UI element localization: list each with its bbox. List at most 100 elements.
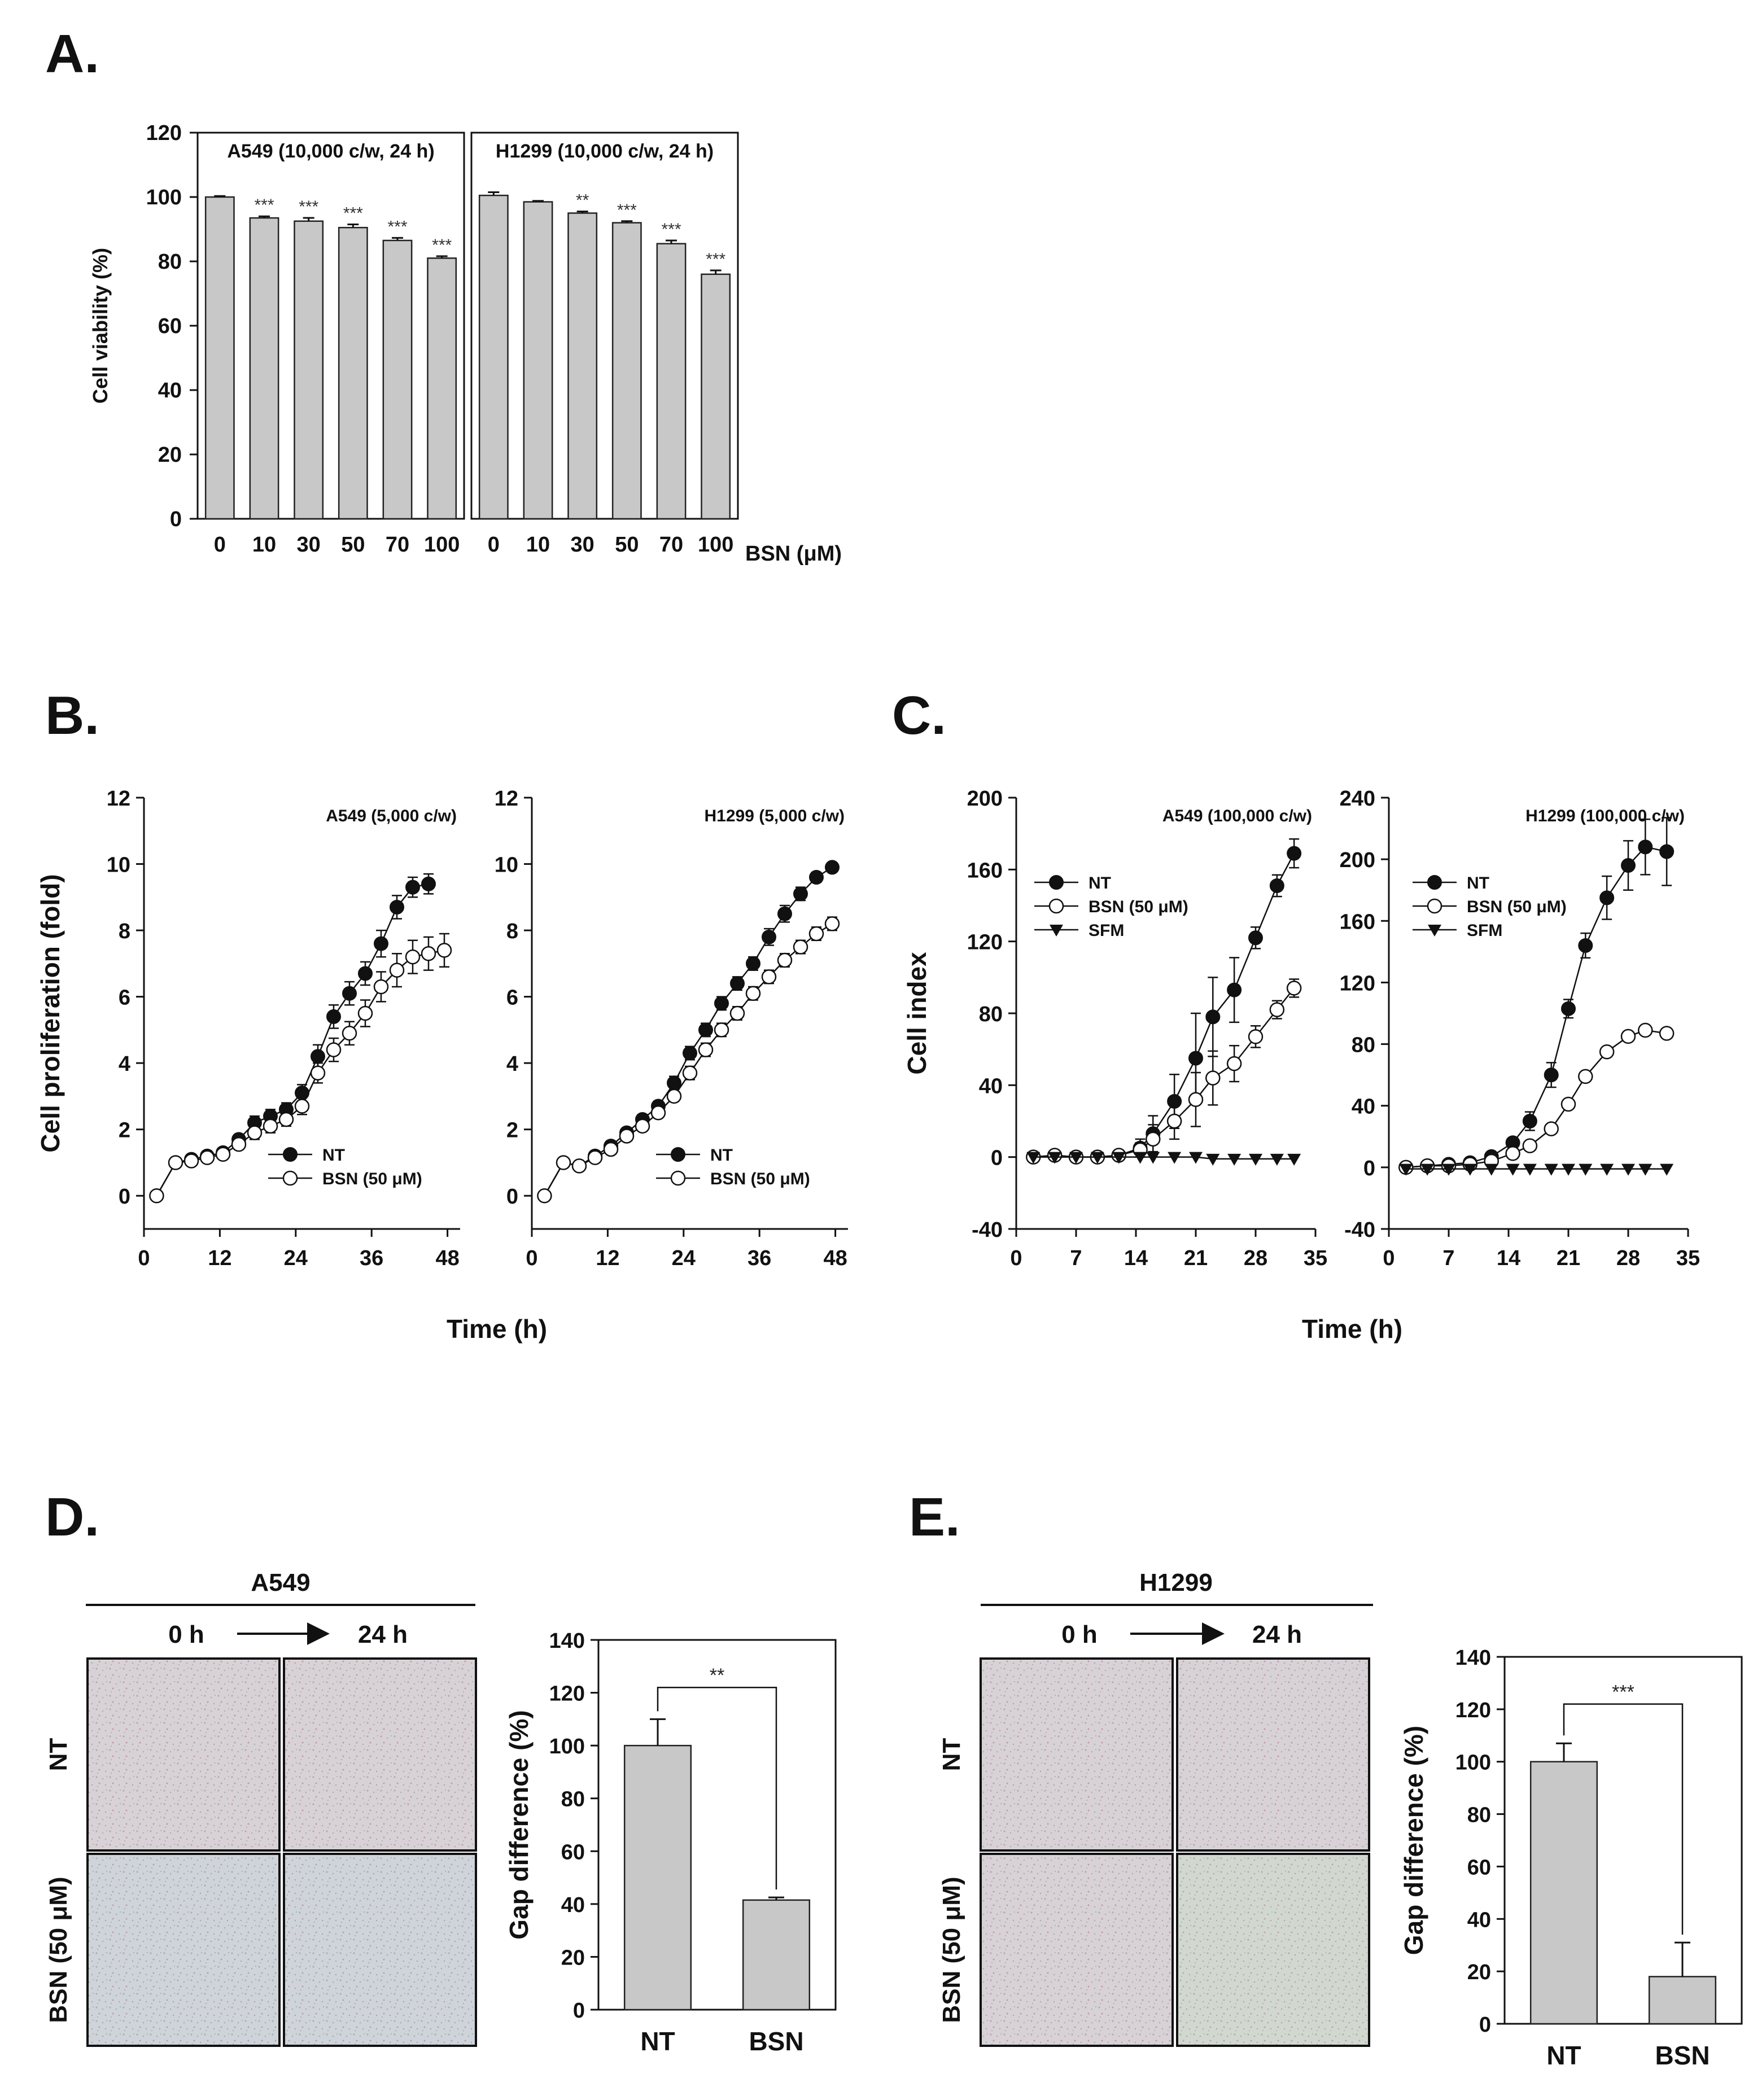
data-point bbox=[326, 1042, 342, 1057]
y-tick-label: 12 bbox=[107, 787, 130, 811]
data-point bbox=[1659, 1026, 1675, 1041]
time-0h-label: 0 h bbox=[1061, 1621, 1098, 1648]
bar bbox=[742, 1899, 811, 2011]
legend-marker bbox=[1427, 875, 1442, 890]
data-point bbox=[357, 1005, 373, 1021]
data-point bbox=[682, 1065, 698, 1081]
bar bbox=[338, 226, 368, 520]
data-point bbox=[1248, 1029, 1264, 1044]
y-tick-label: -40 bbox=[972, 1218, 1003, 1242]
x-unit-label: BSN (μM) bbox=[745, 542, 842, 566]
x-tick-label: 100 bbox=[698, 533, 733, 557]
y-tick-label: 0 bbox=[506, 1185, 518, 1209]
data-point bbox=[1090, 1152, 1104, 1164]
x-tick-label: 24 bbox=[284, 1246, 308, 1270]
y-tick-label: 40 bbox=[158, 379, 182, 403]
data-point bbox=[1621, 1163, 1635, 1176]
image-nt-24h bbox=[1176, 1657, 1370, 1852]
data-point bbox=[1248, 930, 1263, 946]
x-tick-label: 28 bbox=[1616, 1246, 1640, 1270]
data-point bbox=[1112, 1152, 1126, 1164]
y-tick-label: 80 bbox=[158, 250, 182, 274]
legend-label: SFM bbox=[1467, 921, 1502, 940]
x-tick-label: 100 bbox=[424, 533, 460, 557]
x-tick-label: 12 bbox=[596, 1246, 619, 1270]
plot-frame bbox=[196, 132, 465, 520]
subpanel-title: A549 (5,000 c/w) bbox=[326, 807, 457, 825]
data-point bbox=[1505, 1146, 1520, 1161]
y-tick-label: 100 bbox=[549, 1735, 585, 1758]
data-point bbox=[1048, 1152, 1062, 1164]
legend-marker bbox=[282, 1170, 298, 1186]
x-tick-label: 28 bbox=[1244, 1246, 1267, 1270]
y-tick-label: 40 bbox=[1352, 1095, 1375, 1119]
data-point bbox=[1286, 981, 1302, 996]
panel-label-e: E. bbox=[909, 1487, 960, 1547]
data-point bbox=[311, 1049, 325, 1064]
data-point bbox=[1133, 1152, 1147, 1164]
data-point bbox=[294, 1099, 310, 1114]
data-point bbox=[1544, 1068, 1559, 1083]
data-point bbox=[1544, 1163, 1558, 1176]
panel-label-d: D. bbox=[45, 1487, 99, 1547]
data-point bbox=[587, 1150, 603, 1165]
bar bbox=[523, 201, 553, 520]
data-point bbox=[326, 1009, 341, 1024]
plot-frame bbox=[597, 1639, 837, 2011]
chart-c-cell-index: -40 0 40 80 120 160 200 0 7 14 21 28 35 A549 (100,000… bbox=[902, 787, 1700, 1344]
data-point bbox=[1269, 1002, 1285, 1017]
data-point bbox=[1168, 1152, 1182, 1164]
x-tick-label: 0 bbox=[214, 533, 226, 557]
y-tick-label: 60 bbox=[561, 1840, 585, 1864]
y-tick-label: 6 bbox=[506, 986, 518, 1010]
bar bbox=[478, 194, 509, 520]
x-tick-label: 36 bbox=[747, 1246, 771, 1270]
x-tick-label: 0 bbox=[488, 533, 500, 557]
y-tick-label: 140 bbox=[549, 1629, 585, 1653]
data-point bbox=[793, 886, 808, 902]
image-bsn-24h bbox=[283, 1853, 477, 2047]
x-tick-label: 50 bbox=[341, 533, 365, 557]
data-point bbox=[714, 996, 729, 1011]
data-point bbox=[745, 986, 761, 1001]
x-tick-label: 10 bbox=[252, 533, 276, 557]
x-tick-label: 0 bbox=[526, 1246, 537, 1270]
data-point bbox=[603, 1141, 619, 1157]
data-point bbox=[619, 1128, 635, 1144]
bar bbox=[1529, 1761, 1598, 2025]
row-label-bsn: BSN (50 μM) bbox=[45, 1876, 72, 2023]
data-point bbox=[1420, 1163, 1435, 1176]
data-point bbox=[1399, 1163, 1413, 1176]
data-point bbox=[421, 876, 436, 891]
data-point bbox=[436, 943, 452, 958]
y-tick-label: 0 bbox=[1479, 2013, 1491, 2037]
y-tick-label: 20 bbox=[158, 443, 182, 467]
x-tick-label: NT bbox=[1546, 2041, 1581, 2070]
data-point bbox=[231, 1136, 247, 1152]
y-tick-label: 4 bbox=[119, 1052, 130, 1076]
y-tick-label: 8 bbox=[119, 920, 130, 943]
y-tick-label: 80 bbox=[979, 1003, 1003, 1026]
legend-label: BSN (50 μM) bbox=[322, 1170, 422, 1188]
subpanel-title: H1299 (100,000 c/w) bbox=[1525, 807, 1685, 825]
data-point bbox=[730, 976, 745, 991]
y-tick-label: 100 bbox=[1455, 1751, 1491, 1775]
legend-marker bbox=[1049, 875, 1064, 890]
y-tick-label: 0 bbox=[991, 1147, 1003, 1170]
data-point bbox=[1561, 1001, 1576, 1016]
data-point bbox=[1188, 1092, 1204, 1108]
y-tick-label: 8 bbox=[506, 920, 518, 943]
y-tick-label: 120 bbox=[549, 1682, 585, 1706]
y-axis-title: Gap difference (%) bbox=[504, 1710, 534, 1939]
bar bbox=[294, 220, 324, 520]
data-point bbox=[1560, 1096, 1576, 1112]
legend-label: BSN (50 μM) bbox=[1088, 898, 1188, 916]
data-point bbox=[405, 880, 420, 895]
y-tick-label: 240 bbox=[1340, 787, 1375, 811]
data-point bbox=[1579, 1163, 1593, 1176]
y-tick-label: 2 bbox=[506, 1119, 518, 1143]
legend-label: NT bbox=[710, 1146, 733, 1165]
data-point bbox=[1189, 1152, 1203, 1164]
data-point bbox=[1506, 1163, 1520, 1176]
bar bbox=[427, 257, 457, 520]
